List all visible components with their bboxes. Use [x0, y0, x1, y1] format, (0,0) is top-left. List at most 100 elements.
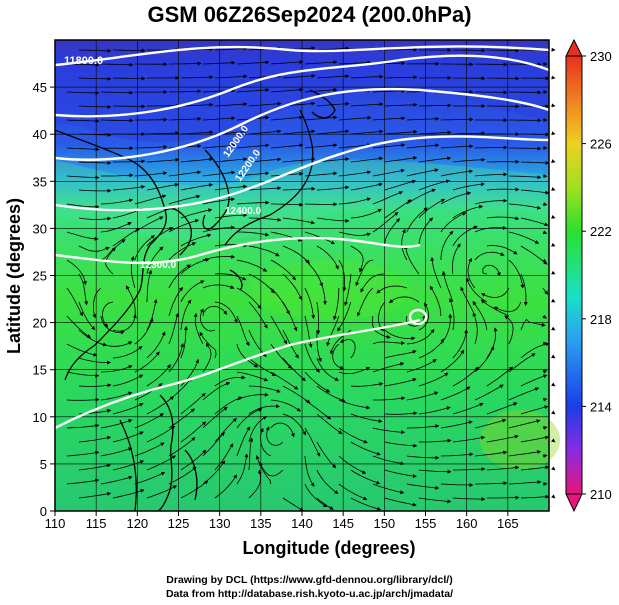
- streamline: [202, 143, 236, 149]
- x-tick-label: 120: [126, 516, 148, 531]
- streamline: [236, 60, 270, 65]
- streamline: [214, 46, 248, 51]
- streamline: [146, 157, 180, 163]
- streamline: [350, 102, 384, 107]
- streamline: [520, 435, 550, 443]
- streamline: [180, 299, 192, 331]
- streamline: [66, 203, 100, 209]
- streamline: [474, 62, 508, 67]
- streamline: [125, 285, 136, 317]
- streamline: [316, 301, 321, 335]
- streamline: [66, 371, 100, 378]
- streamline: [372, 455, 405, 466]
- streamline: [406, 328, 435, 345]
- streamline: [100, 90, 134, 95]
- streamline: [344, 273, 352, 307]
- streamline: [214, 74, 248, 79]
- streamline: [384, 156, 418, 163]
- streamline: [384, 75, 418, 80]
- streamline: [248, 437, 254, 471]
- streamline: [180, 208, 213, 219]
- streamline: [474, 418, 507, 429]
- streamline: [338, 366, 371, 375]
- streamline: [134, 234, 155, 261]
- streamline: [508, 387, 540, 401]
- streamline: [304, 143, 338, 149]
- streamline: [474, 481, 508, 486]
- streamline: [236, 453, 249, 485]
- streamline: [180, 280, 205, 303]
- streamline: [168, 264, 191, 289]
- streamline: [350, 413, 383, 423]
- streamline: [406, 359, 437, 373]
- streamline: [248, 404, 280, 415]
- streamline: [146, 131, 180, 136]
- streamline: [338, 399, 371, 410]
- streamline: [406, 391, 439, 401]
- streamline: [542, 425, 548, 430]
- streamline: [350, 441, 381, 456]
- streamline: [248, 186, 282, 191]
- streamline: [440, 117, 474, 122]
- streamline: [214, 102, 248, 107]
- streamline: [316, 497, 334, 510]
- streamline: [304, 427, 321, 457]
- streamline: [372, 88, 406, 93]
- streamline: [486, 465, 520, 471]
- streamline: [100, 391, 133, 401]
- streamline: [384, 350, 417, 359]
- streamline: [493, 301, 522, 313]
- streamline: [372, 396, 406, 401]
- map-plot-area: [54, 39, 560, 512]
- streamline: [384, 441, 418, 448]
- streamline: [482, 264, 501, 277]
- streamline: [146, 269, 153, 303]
- streamline: [418, 156, 452, 163]
- streamline: [193, 312, 204, 345]
- streamline: [259, 461, 284, 477]
- streamline: [168, 312, 180, 345]
- streamline: [134, 383, 163, 401]
- warm-patch: [250, 260, 410, 320]
- streamline: [384, 47, 418, 52]
- streamline: [338, 60, 372, 65]
- streamline: [282, 273, 303, 301]
- streamline: [92, 287, 102, 319]
- streamline: [338, 170, 372, 177]
- streamline: [214, 375, 246, 387]
- y-axis: 0 5 10 15 20 25 30 35 40 45: [33, 80, 55, 519]
- streamline: [100, 62, 134, 67]
- colorbar-min-triangle: [565, 493, 583, 513]
- streamline: [180, 130, 214, 135]
- y-tick-label: 40: [33, 127, 47, 142]
- streamline: [304, 315, 313, 348]
- streamline: [248, 357, 276, 377]
- streamline: [452, 402, 484, 415]
- streamline: [134, 144, 168, 149]
- streamline: [372, 191, 404, 205]
- streamline: [486, 48, 520, 53]
- streamline: [236, 231, 270, 237]
- streamline: [474, 172, 508, 177]
- streamline: [202, 60, 236, 65]
- streamline: [481, 287, 510, 298]
- streamline: [418, 198, 446, 219]
- streamline: [146, 364, 171, 387]
- streamline: [100, 419, 133, 429]
- y-axis-label: Latitude (degrees): [4, 198, 24, 354]
- streamline: [168, 116, 202, 121]
- streamline: [180, 75, 214, 80]
- streamline: [259, 427, 272, 457]
- streamline: [282, 73, 316, 79]
- streamline: [486, 434, 519, 443]
- streamline: [350, 245, 364, 273]
- streamline: [236, 87, 270, 93]
- streamline: [460, 286, 476, 317]
- streamline: [168, 242, 197, 261]
- streamline: [146, 396, 175, 415]
- streamline: [112, 374, 144, 387]
- streamline: [112, 431, 144, 443]
- streamline: [202, 116, 236, 121]
- streamline: [168, 466, 197, 485]
- streamline: [270, 422, 295, 438]
